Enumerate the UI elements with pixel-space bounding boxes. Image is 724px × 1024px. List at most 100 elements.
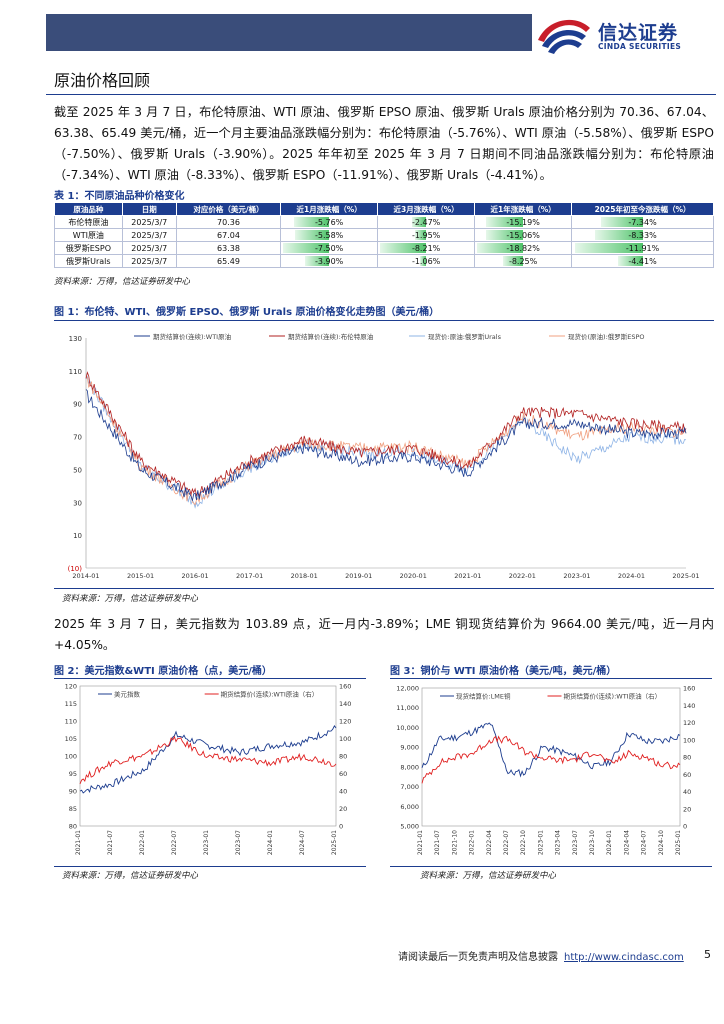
fig2-x-tick: 2025-01 (331, 830, 338, 855)
fig1-y-tick-label: 70 (73, 434, 82, 442)
fig3-chart: 5,000 6,000 7,000 8,000 9,000 10,000 11,000 12,… (396, 685, 695, 856)
table-cell-text: 俄罗斯Urals (66, 256, 111, 266)
fig3-legend-label: 期货结算价(连续):WTI原油（右） (564, 692, 662, 701)
table-row: WTI原油 2025/3/7 67.04 -5.58% -1.95% -15.06% -8.… (54, 228, 714, 242)
page-number: 5 (704, 948, 711, 961)
fig2-y-right-tick: 100 (339, 735, 351, 743)
table-cell-text: -8.25% (508, 256, 538, 266)
fig3-x-tick: 2022-10 (520, 830, 527, 855)
table-row: 俄罗斯Urals 2025/3/7 65.49 -3.90% -1.06% -8.25% -… (54, 254, 714, 268)
fig2-caption: 图 2：美元指数&WTI 原油价格（点，美元/桶） (54, 666, 272, 677)
fig2-x-tick: 2022-07 (171, 830, 178, 855)
table-cell-text: WTI原油 (72, 230, 104, 240)
table-row: 俄罗斯ESPO 2025/3/7 63.38 -7.50% -8.21% -18.82% -… (54, 241, 714, 255)
table-cell-text: -3.90% (314, 256, 344, 266)
fig3-caption: 图 3：铜价与 WTI 原油价格（美元/吨，美元/桶） (390, 666, 617, 677)
fig2-y-right-tick: 120 (339, 718, 351, 726)
fig3-y-right-tick: 80 (683, 754, 691, 762)
table-cell-text: -7.50% (314, 243, 344, 253)
table-cell: -3.90% (280, 254, 379, 268)
table-cell: 2025/3/7 (121, 228, 177, 242)
fig3-y-left-tick: 9,000 (400, 744, 419, 752)
cinda-logo-icon (538, 19, 590, 54)
table-cell-text: -11.91% (625, 243, 660, 253)
table-header-cell: 原油品种 (54, 202, 123, 216)
fig3-x-tick: 2022-04 (486, 830, 493, 855)
fig1-y-tick-label: 50 (73, 466, 82, 474)
page-footer: 请阅读最后一页免责声明及信息披露 http://www.cindasc.com (398, 948, 684, 963)
oil-price-table: 原油品种 日期 对应价格（美元/桶） 近1月涨跌幅（%） 近3月涨跌幅（%） 近1年涨跌幅… (54, 202, 714, 268)
fig1-y-tick-label: (10) (68, 565, 83, 573)
fig2-x-tick: 2024-01 (267, 830, 274, 855)
fig3-x-tick: 2024-01 (606, 830, 613, 855)
fig1-top-rule (54, 320, 714, 321)
fig2-top-rule (54, 678, 366, 679)
table-cell: -1.95% (377, 228, 476, 242)
fig3-top-rule (390, 678, 712, 679)
table-cell-text: 俄罗斯ESPO (65, 243, 111, 253)
table-cell-text: -8.33% (628, 230, 657, 240)
fig2-series-line (79, 735, 337, 785)
fig3-y-left-tick: 7,000 (400, 783, 419, 791)
fig1-x-tick-label: 2023-01 (563, 572, 590, 580)
fig2-y-right-tick: 160 (339, 683, 351, 691)
table-databar (420, 256, 427, 266)
section-rule (46, 94, 716, 95)
table1-caption: 表 1：不同原油品种价格变化 (54, 191, 185, 202)
fig3-y-right-tick: 160 (683, 685, 695, 693)
fig2-x-tick: 2021-01 (75, 830, 82, 855)
table-cell-text: 2025/3/7 (131, 256, 168, 266)
fig2-y-left-tick: 85 (69, 805, 77, 813)
fig1-x-tick-label: 2020-01 (400, 572, 427, 580)
table-header-cell: 对应价格（美元/桶） (175, 202, 282, 216)
table-header-row: 原油品种 日期 对应价格（美元/桶） 近1月涨跌幅（%） 近3月涨跌幅（%） 近1年涨跌幅… (54, 202, 714, 216)
table-cell: -8.33% (571, 228, 714, 242)
table-cell-text: 布伦特原油 (68, 217, 109, 227)
fig3-x-tick: 2023-04 (555, 830, 562, 855)
table-databar (485, 217, 524, 227)
fig3-y-right-tick: 140 (683, 702, 695, 710)
fig2-y-right-tick: 40 (339, 788, 347, 796)
table-cell: -15.06% (474, 228, 573, 242)
table-databar (294, 230, 330, 240)
table-cell-text: 2025/3/7 (131, 230, 168, 240)
paragraph-dollar-copper: 2025 年 3 月 7 日，美元指数为 103.89 点，近一月内-3.89%… (54, 617, 714, 652)
table-cell: -7.34% (571, 215, 714, 229)
table-databar (595, 230, 643, 240)
table-cell: -4.41% (571, 254, 714, 268)
fig2-y-left-tick: 120 (65, 683, 77, 691)
table-cell: 2025/3/7 (121, 215, 177, 229)
table-cell: -2.47% (377, 215, 476, 229)
fig2-y-right-tick: 0 (339, 823, 343, 831)
fig1-legend-label: 现货价(原油):俄罗斯ESPO (568, 332, 645, 341)
table-databar (617, 256, 643, 266)
table-databar (380, 243, 427, 253)
table-cell-text: -15.19% (506, 217, 540, 227)
fig1-legend-label: 期货结算价(连续):WTI原油 (153, 332, 231, 341)
logo-en-text: CINDA SECURITIES (598, 42, 682, 51)
fig3-x-tick: 2021-10 (451, 830, 458, 855)
table-databar (574, 243, 643, 253)
fig3-source: 资料来源：万得，信达证券研发中心 (420, 871, 557, 881)
fig2-series-line (79, 725, 337, 794)
fig1-x-tick-label: 2021-01 (454, 572, 481, 580)
fig3-x-tick: 2022-01 (469, 830, 476, 855)
fig1-bottom-rule (54, 588, 714, 589)
paragraph-oil-prices: 截至 2025 年 3 月 7 日，布伦特原油、WTI 原油、俄罗斯 EPSO … (54, 105, 714, 182)
fig1-x-tick-label: 2016-01 (182, 572, 209, 580)
table-cell: -7.50% (280, 241, 379, 255)
table-row: 布伦特原油 2025/3/7 70.36 -5.76% -2.47% -15.19% -7.… (54, 215, 714, 229)
table-cell: 70.36 (175, 215, 282, 229)
footer-link[interactable]: http://www.cindasc.com (564, 952, 684, 963)
fig1-x-tick-label: 2019-01 (345, 572, 372, 580)
table-cell-text: -18.82% (506, 243, 540, 253)
fig3-x-tick: 2021-01 (417, 830, 424, 855)
fig2-y-left-tick: 115 (65, 700, 77, 708)
fig1-caption: 图 1：布伦特、WTI、俄罗斯 EPSO、俄罗斯 Urals 原油价格变化走势图… (54, 307, 440, 318)
fig2-chart: 80 85 90 95 100 105 110 115 120 0 20 40 60 80 100 120 14… (65, 683, 352, 856)
table-cell-text: 65.49 (217, 256, 240, 266)
table-databar (283, 243, 330, 253)
table-cell-text: -5.76% (314, 217, 344, 227)
table-cell: -1.06% (377, 254, 476, 268)
table-cell-text: 2025/3/7 (131, 243, 168, 253)
